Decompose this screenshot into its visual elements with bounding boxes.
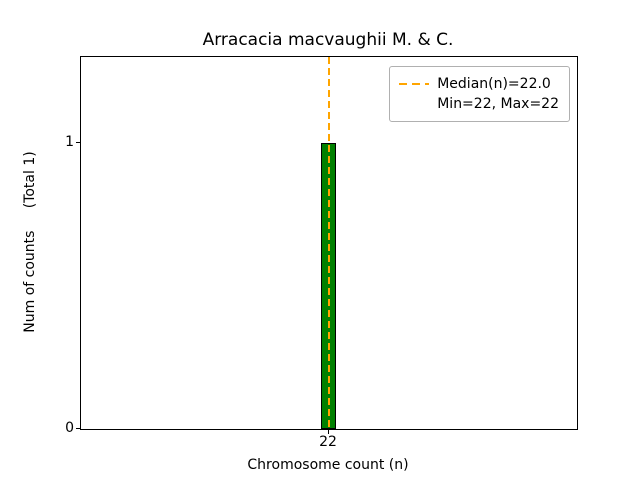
y-axis-label: Num of counts (Total 1) xyxy=(22,151,38,333)
y-tick-mark xyxy=(76,428,80,429)
x-axis-label: Chromosome count (n) xyxy=(247,457,409,473)
x-tick-label: 22 xyxy=(319,434,337,450)
legend-entry-minmax: Min=22, Max=22 xyxy=(399,94,559,114)
y-tick-label: 1 xyxy=(65,133,74,150)
dashed-line-icon xyxy=(399,83,430,85)
x-tick-mark xyxy=(328,430,329,434)
y-tick-mark xyxy=(76,141,80,143)
legend-label-median: Median(n)=22.0 xyxy=(437,76,551,92)
legend: Median(n)=22.0 Min=22, Max=22 xyxy=(389,66,570,122)
plot-area: Median(n)=22.0 Min=22, Max=22 xyxy=(80,56,578,434)
legend-empty-handle xyxy=(399,103,429,105)
legend-entry-median: Median(n)=22.0 xyxy=(399,74,559,94)
chart-title: Arracacia macvaughii M. & C. xyxy=(202,30,454,50)
y-tick-label: 0 xyxy=(65,420,74,436)
median-dashed-line xyxy=(328,57,330,429)
legend-label-minmax: Min=22, Max=22 xyxy=(437,96,559,112)
